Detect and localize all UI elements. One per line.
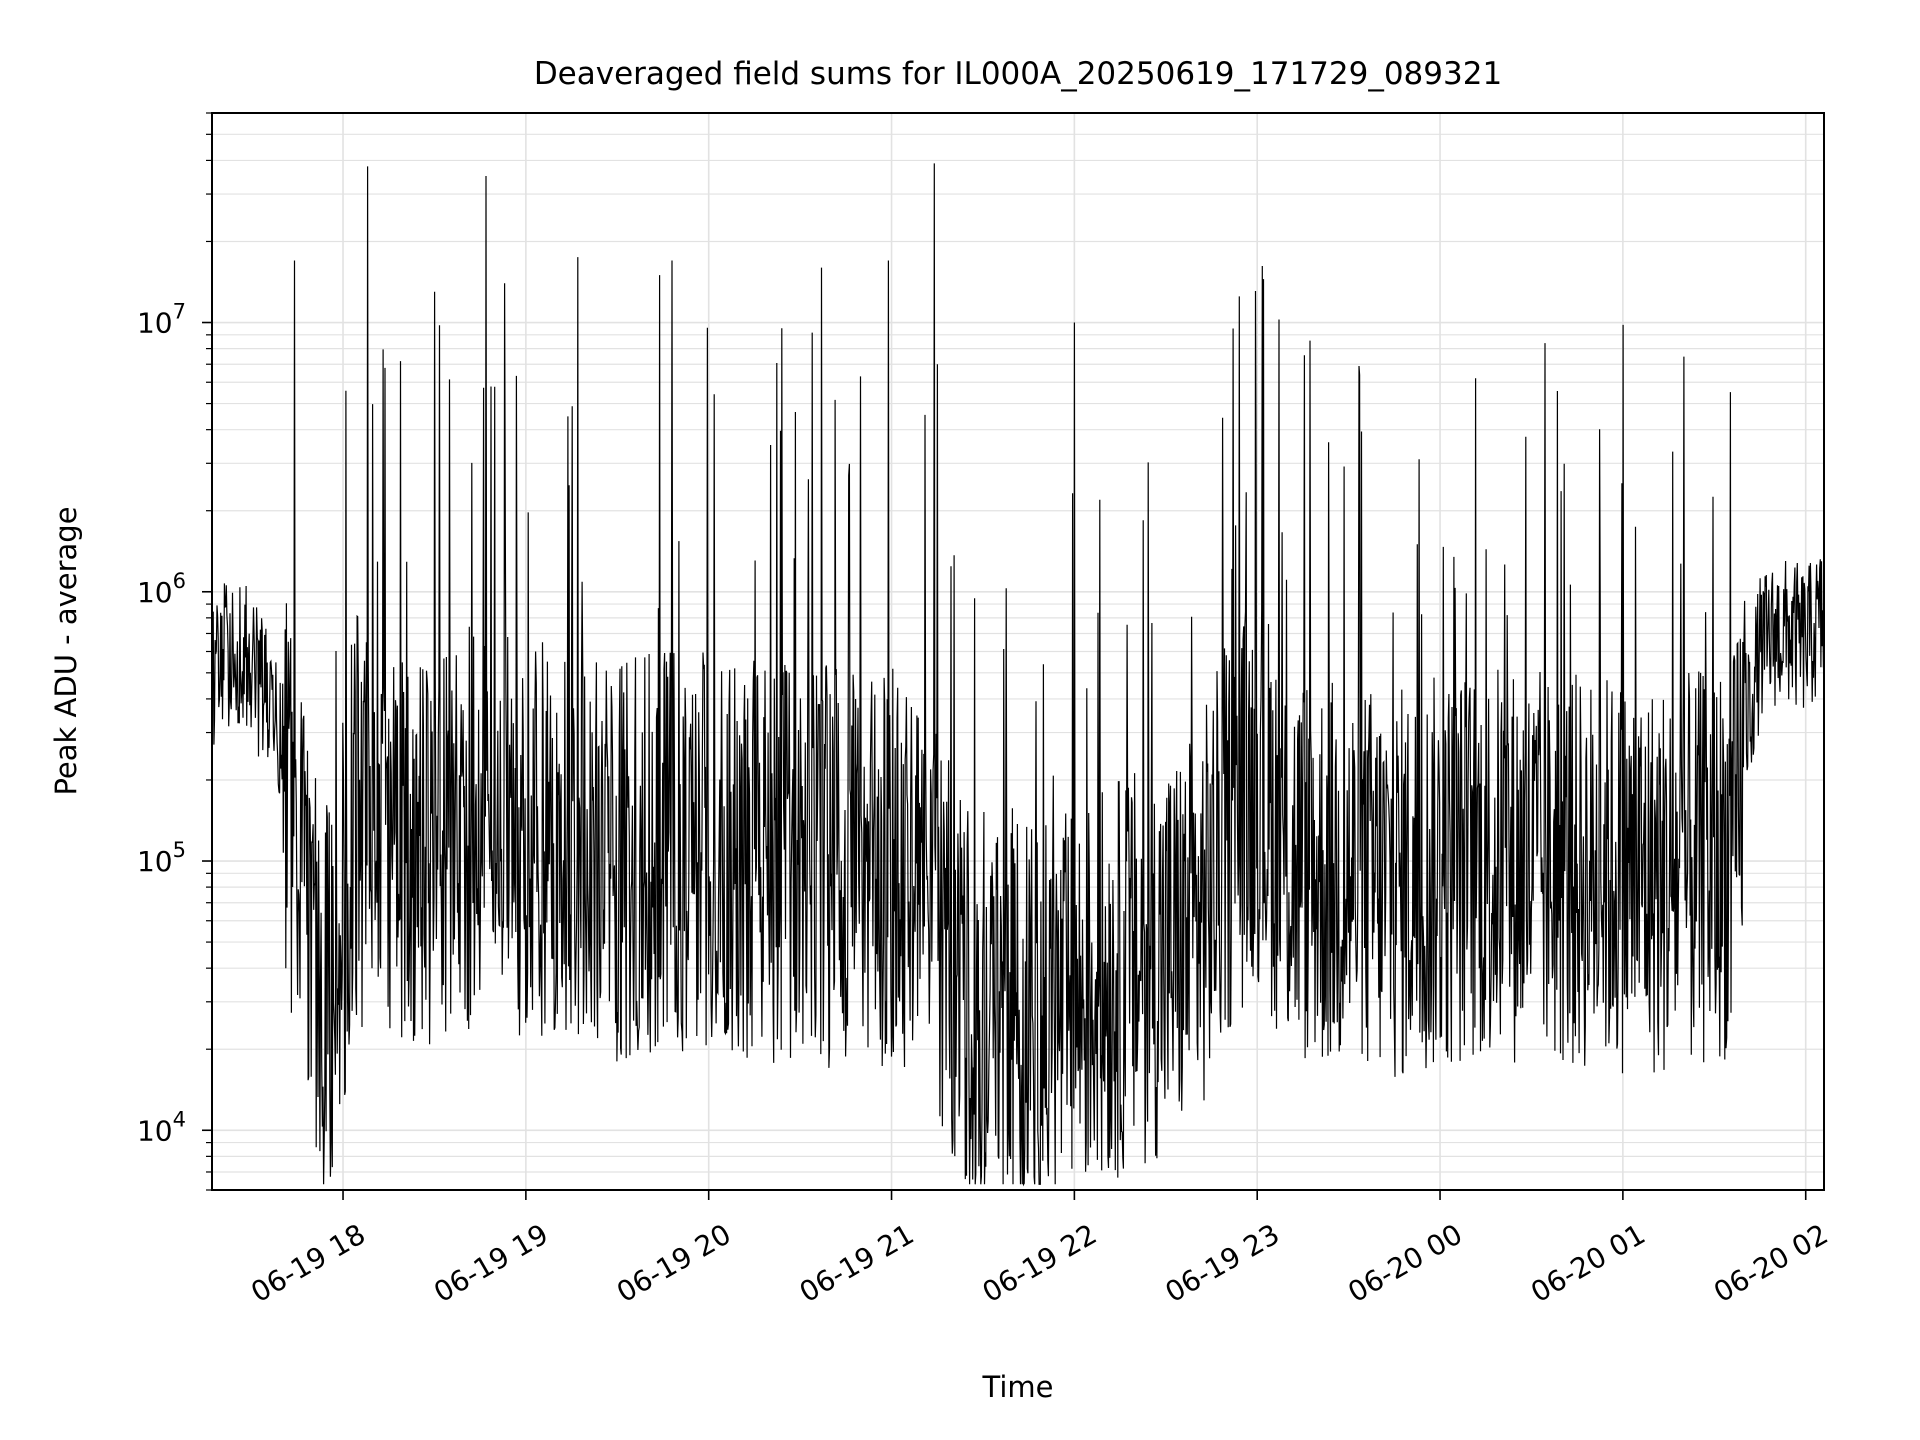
x-axis-label: Time [982, 1370, 1054, 1404]
chart-title: Deaveraged field sums for IL000A_2025061… [534, 56, 1502, 92]
y-axis: 104 105 106 107 [137, 112, 212, 1191]
y-tick-label: 105 [137, 838, 186, 878]
series-line [211, 163, 1825, 1187]
y-tick-label: 104 [137, 1107, 186, 1147]
y-axis-label: Peak ADU - average [49, 506, 83, 795]
data-series [211, 163, 1825, 1187]
y-tick-label: 107 [137, 300, 186, 340]
y-tick-label: 106 [137, 569, 186, 609]
